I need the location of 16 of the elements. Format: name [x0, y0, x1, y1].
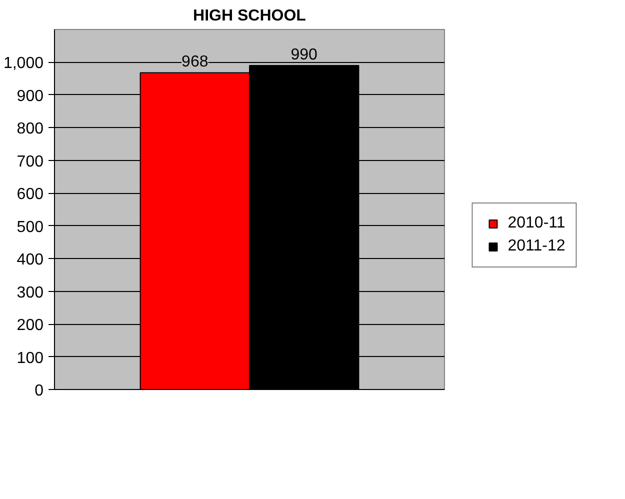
- y-tick-label: 200: [16, 317, 44, 334]
- y-tick-label: 500: [16, 218, 44, 236]
- y-tick-label: 0: [34, 382, 44, 400]
- y-tick-label: 600: [16, 186, 44, 204]
- legend-label: 2011-12: [508, 237, 566, 255]
- data-label: 968: [182, 54, 208, 71]
- y-tick-label: 900: [16, 88, 44, 105]
- y-tick-label: 800: [16, 120, 44, 138]
- y-tick-label: 300: [16, 284, 44, 302]
- y-tick-label: 100: [16, 350, 44, 367]
- legend-label: 2010-11: [508, 214, 566, 232]
- data-label: 990: [290, 46, 318, 64]
- y-tick-label: 400: [16, 252, 44, 269]
- y-tick-label: 700: [16, 153, 44, 170]
- chart-title: HIGH SCHOOL: [193, 8, 306, 24]
- y-tick-label: 1,000: [3, 55, 44, 72]
